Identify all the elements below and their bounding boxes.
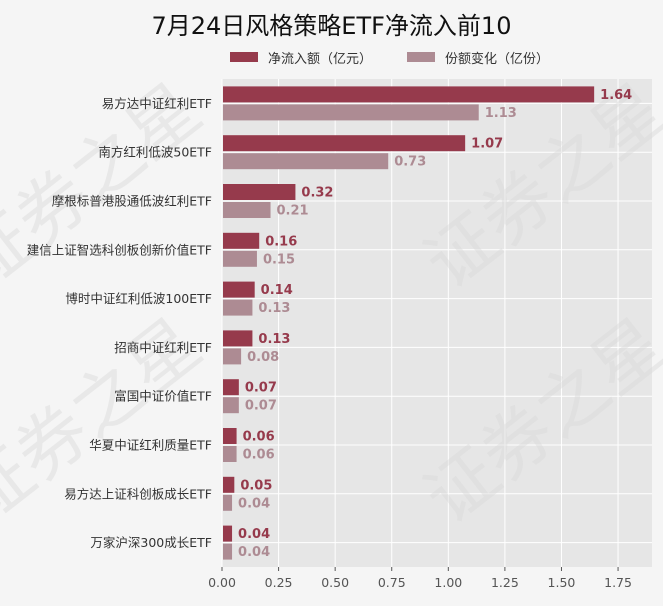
data-label: 0.04 — [238, 527, 270, 542]
data-label: 1.07 — [471, 137, 503, 152]
x-tick-label: 1.50 — [548, 575, 576, 590]
legend-label-net-inflow: 净流入额（亿元） — [268, 51, 373, 67]
bar — [223, 525, 233, 542]
data-label: 0.04 — [238, 496, 270, 511]
category-label: 易方达上证科创板成长ETF — [64, 486, 212, 501]
bar — [223, 232, 260, 249]
data-label: 0.32 — [301, 186, 333, 201]
bar — [223, 135, 466, 152]
category-label: 南方红利低波50ETF — [98, 145, 212, 160]
x-tick-label: 0.00 — [208, 575, 236, 590]
data-label: 0.15 — [263, 252, 295, 267]
x-tick-label: 0.75 — [378, 575, 406, 590]
legend-item-net-inflow: 净流入额（亿元） — [230, 47, 372, 67]
x-tick-label: 1.00 — [434, 575, 462, 590]
category-label: 富国中证价值ETF — [114, 389, 212, 404]
data-label: 0.14 — [261, 283, 293, 298]
bar — [223, 250, 257, 267]
data-label: 0.07 — [245, 399, 277, 414]
category-label: 华夏中证红利质量ETF — [89, 438, 212, 453]
data-label: 0.73 — [394, 155, 426, 170]
data-label: 0.04 — [238, 545, 270, 560]
bar — [223, 446, 237, 462]
legend-swatch-net-inflow — [230, 52, 258, 62]
data-label: 0.05 — [240, 478, 272, 493]
data-label: 0.13 — [258, 332, 290, 347]
bar — [223, 397, 239, 414]
x-tick-label: 0.50 — [321, 575, 349, 590]
category-label: 建信上证智选科创板创新价值ETF — [27, 242, 212, 257]
data-label: 0.07 — [245, 381, 277, 396]
bar — [223, 281, 255, 298]
data-label: 0.06 — [243, 448, 275, 463]
legend-swatch-share-change — [407, 52, 435, 62]
category-label: 博时中证红利低波100ETF — [65, 291, 212, 306]
bar — [223, 202, 271, 218]
bar — [223, 153, 389, 170]
bar — [223, 476, 235, 493]
data-label: 0.13 — [258, 301, 290, 316]
bar — [223, 348, 242, 365]
data-label: 1.64 — [600, 88, 632, 103]
category-label: 摩根标普港股通低波红利ETF — [52, 194, 212, 209]
data-label: 0.21 — [277, 204, 309, 219]
category-label: 万家沪深300成长ETF — [90, 535, 212, 550]
chart-title: 7月24日风格策略ETF净流入前10 — [151, 12, 512, 40]
x-tick-label: 1.25 — [491, 575, 519, 590]
data-label: 0.16 — [265, 234, 297, 249]
bar — [223, 184, 296, 200]
x-tick-label: 1.75 — [604, 575, 632, 590]
bar — [223, 86, 595, 103]
bar — [223, 494, 233, 511]
category-label: 易方达中证红利ETF — [102, 96, 212, 111]
category-label: 招商中证红利ETF — [114, 340, 212, 355]
x-tick-label: 0.25 — [265, 575, 293, 590]
watermark-text: 证券之星 — [0, 303, 216, 540]
bar — [223, 104, 479, 121]
legend-label-share-change: 份额变化（亿份） — [445, 51, 550, 67]
bar — [223, 379, 239, 396]
legend-item-share-change: 份额变化（亿份） — [407, 47, 549, 67]
bar — [223, 428, 237, 444]
bar — [223, 543, 233, 560]
data-label: 0.06 — [243, 430, 275, 445]
data-label: 0.08 — [247, 350, 279, 365]
bar — [223, 330, 253, 347]
bar — [223, 299, 253, 316]
data-label: 1.13 — [485, 106, 517, 121]
